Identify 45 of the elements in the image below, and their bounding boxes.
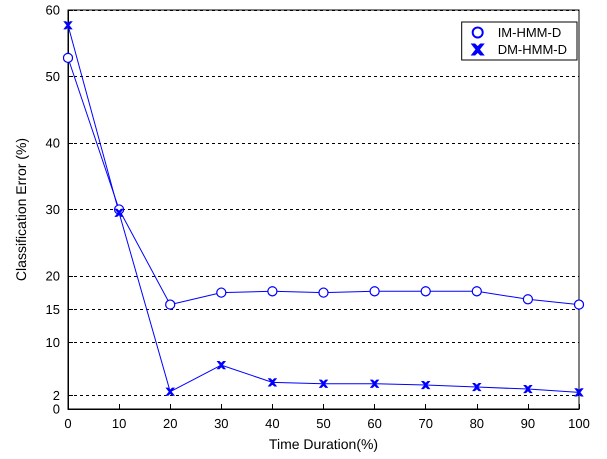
x-tick-label: 30 [214, 416, 229, 431]
x-tick-label: 0 [64, 416, 72, 431]
point [165, 299, 176, 310]
point [166, 388, 174, 396]
point [522, 294, 533, 304]
y-tick-label: 40 [46, 136, 60, 150]
point [267, 286, 278, 296]
point [319, 380, 328, 388]
point [64, 21, 72, 30]
point [472, 286, 482, 296]
x-tick-label: 70 [418, 416, 433, 431]
x-tick-label: 10 [112, 416, 126, 431]
y-tick-label: 2 [52, 388, 60, 404]
x-tick-label: 50 [316, 416, 331, 431]
x-tick-label: 100 [568, 416, 590, 431]
point [217, 361, 226, 370]
y-axis-title: Classification Error (%) [13, 138, 29, 282]
point [574, 388, 584, 396]
x-tick-label: 40 [265, 416, 280, 431]
point [62, 52, 74, 63]
y-tick-label: 50 [46, 69, 60, 84]
y-tick-label: 20 [46, 268, 60, 284]
x-tick-label: 80 [470, 416, 484, 431]
point [524, 384, 532, 394]
point [216, 288, 226, 298]
legend-label: IM-HMM-D [498, 25, 562, 40]
x-tick-label: 20 [162, 416, 178, 431]
y-tick-label: 30 [46, 202, 60, 217]
point [318, 288, 329, 298]
y-tick-label: 15 [46, 302, 60, 317]
point [472, 382, 481, 392]
y-tick-label: 0 [52, 402, 60, 416]
point [370, 286, 380, 296]
y-tick-label: 10 [46, 335, 60, 350]
point [268, 378, 276, 386]
x-tick-label: 60 [367, 416, 382, 431]
x-tick-label: 90 [520, 416, 536, 431]
y-tick-label: 60 [46, 2, 60, 18]
point [370, 380, 379, 388]
point [422, 380, 430, 390]
legend-label: DM-HMM-D [498, 42, 567, 57]
point [115, 208, 124, 217]
point [420, 286, 431, 296]
x-axis-title: Time Duration(%) [268, 436, 378, 452]
point [574, 299, 584, 310]
